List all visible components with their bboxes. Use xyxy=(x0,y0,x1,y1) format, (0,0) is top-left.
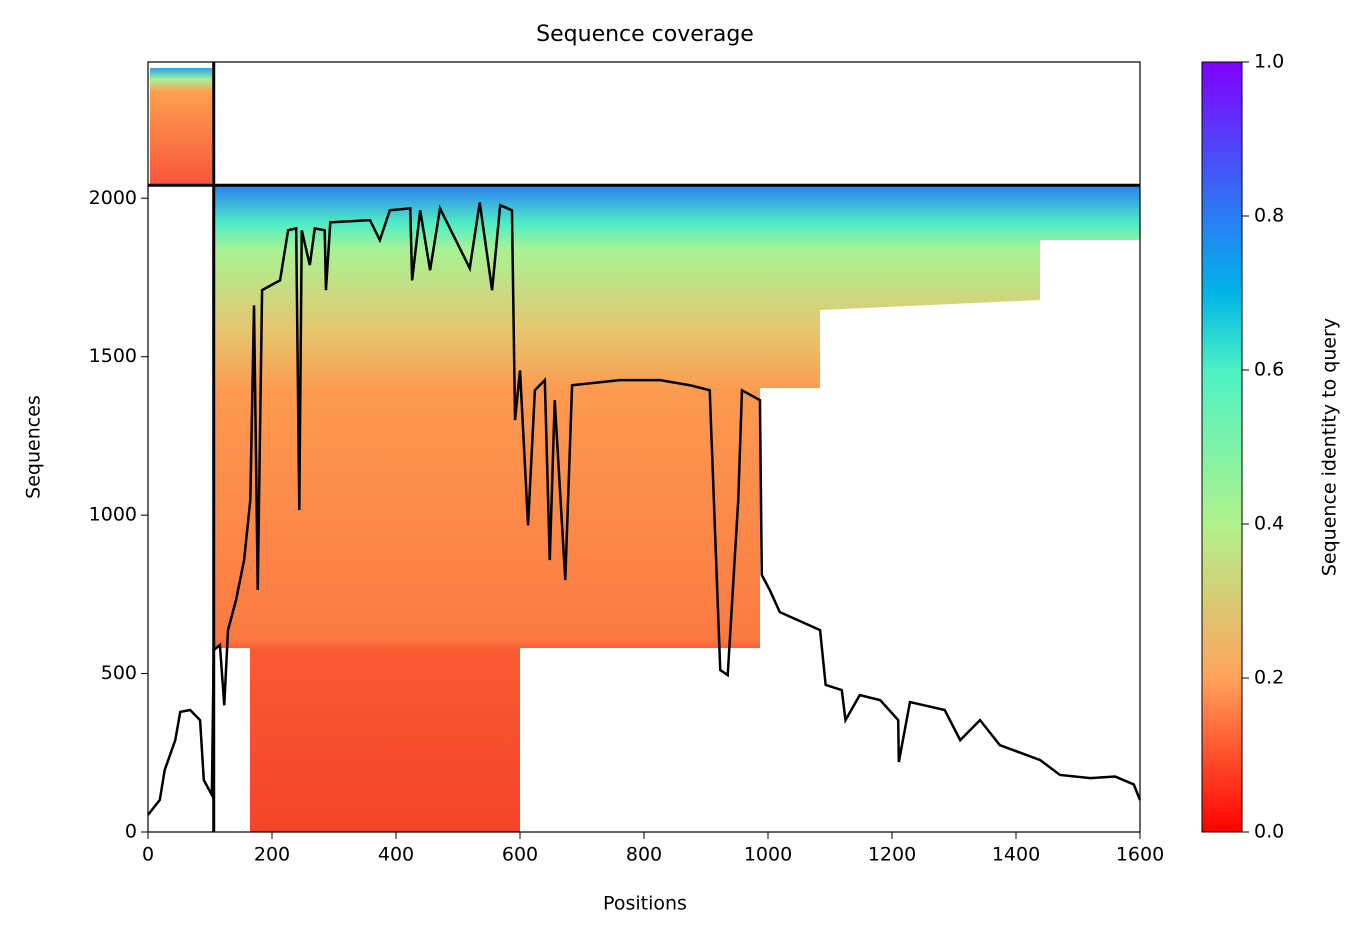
y-tick-label: 500 xyxy=(101,662,137,684)
colorbar xyxy=(1201,61,1243,833)
colorbar-tick-label: 0.8 xyxy=(1254,205,1284,227)
x-tick-label: 1000 xyxy=(744,844,792,866)
chart-title: Sequence coverage xyxy=(536,22,754,47)
colorbar-tick-label: 0.6 xyxy=(1254,359,1284,381)
x-tick-label: 1600 xyxy=(1116,844,1164,866)
colorbar-tick-label: 0.2 xyxy=(1254,667,1284,689)
x-tick-label: 800 xyxy=(626,844,662,866)
x-tick-label: 1400 xyxy=(992,844,1040,866)
plot-frame xyxy=(147,61,1141,833)
colorbar-tick-label: 1.0 xyxy=(1254,51,1284,73)
coverage-heatmap xyxy=(150,68,1140,832)
x-tick-label: 0 xyxy=(142,844,154,866)
colorbar-label: Sequence identity to query xyxy=(1319,318,1341,576)
y-tick-label: 0 xyxy=(125,821,137,843)
x-tick-label: 1200 xyxy=(868,844,916,866)
colorbar-tick-label: 0.4 xyxy=(1254,513,1284,535)
x-tick-label: 400 xyxy=(378,844,414,866)
coverage-line xyxy=(147,202,1142,816)
y-axis-label: Sequences xyxy=(23,395,45,499)
x-axis-label: Positions xyxy=(603,893,687,915)
x-tick-label: 600 xyxy=(502,844,538,866)
y-tick-label: 1000 xyxy=(89,504,137,526)
x-tick-label: 200 xyxy=(254,844,290,866)
y-tick-label: 2000 xyxy=(89,187,137,209)
colorbar-tick-label: 0.0 xyxy=(1254,821,1284,843)
y-tick-label: 1500 xyxy=(89,345,137,367)
